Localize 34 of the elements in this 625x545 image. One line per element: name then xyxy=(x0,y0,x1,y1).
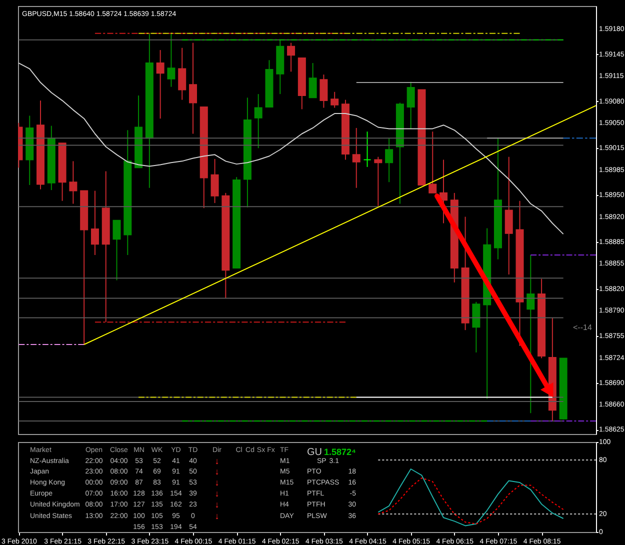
candlestick xyxy=(406,81,415,130)
candlestick xyxy=(287,42,296,72)
candlestick xyxy=(90,190,99,256)
annotation: 1.5872⁴ xyxy=(324,447,356,457)
candlestick xyxy=(167,32,176,88)
candlestick xyxy=(320,74,328,108)
candlestick xyxy=(526,254,535,414)
candlestick xyxy=(210,158,219,204)
line-series xyxy=(378,468,564,526)
candlestick xyxy=(156,50,164,120)
annotation: ↓ xyxy=(214,488,220,498)
candlestick xyxy=(385,138,394,183)
candlestick xyxy=(112,220,121,281)
candlestick xyxy=(472,301,480,353)
candlestick xyxy=(374,156,382,206)
candlestick xyxy=(254,94,262,149)
annotation: ↓ xyxy=(214,456,220,466)
candlestick xyxy=(352,127,360,188)
annotation: ↓ xyxy=(214,478,220,488)
line-series xyxy=(18,62,564,235)
annotation: ↓ xyxy=(214,466,220,476)
candlestick xyxy=(363,131,372,168)
candlestick xyxy=(504,156,513,275)
annotation: ↓ xyxy=(214,511,220,521)
candlestick xyxy=(330,91,339,108)
candlestick xyxy=(308,62,317,98)
annotation: ↓ xyxy=(214,500,220,510)
line-series xyxy=(378,478,564,524)
annotation: <--14 xyxy=(573,323,592,332)
candlestick xyxy=(178,47,186,100)
annotation: GU xyxy=(307,447,322,458)
candlestick xyxy=(188,42,197,134)
candlestick xyxy=(428,131,437,194)
candlestick xyxy=(69,160,78,204)
